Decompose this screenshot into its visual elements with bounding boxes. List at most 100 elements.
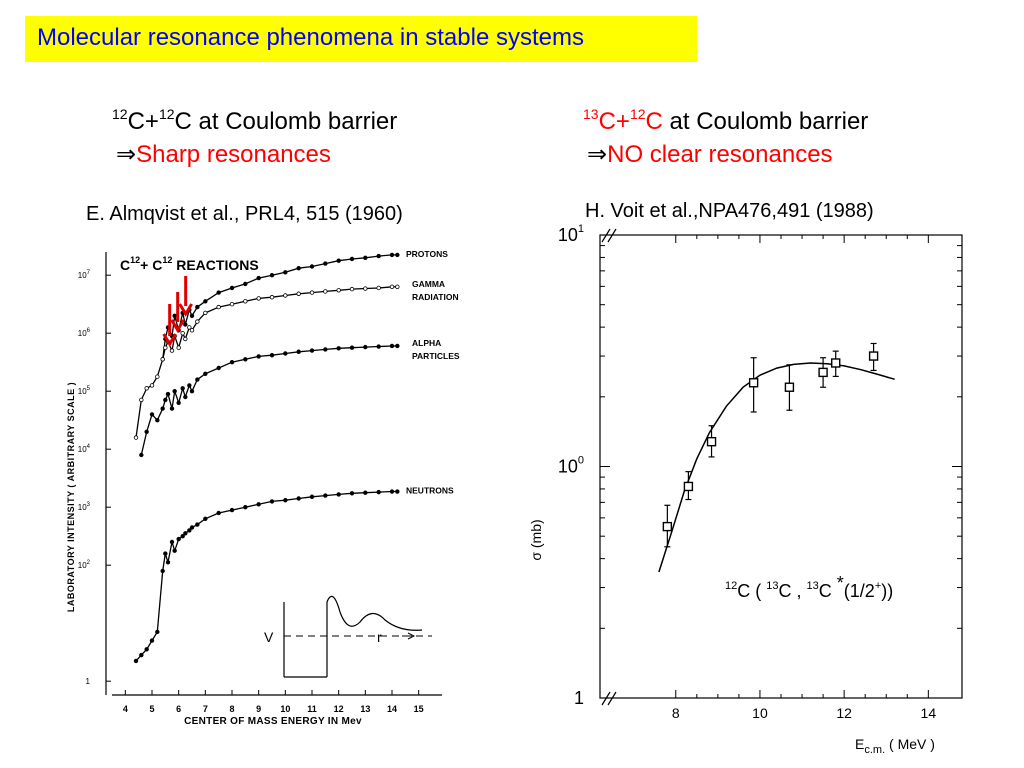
left-series-point (139, 397, 144, 403)
left-series-point (296, 349, 301, 354)
left-series-point (349, 491, 355, 496)
left-series-point (183, 322, 188, 327)
left-chart-title: C12+ C12 REACTIONS (120, 255, 259, 273)
left-series-point (336, 258, 341, 263)
left-y-tick-label: 1 (86, 677, 91, 686)
left-chart-xlabel: CENTER OF MASS ENERGY IN Mev (184, 716, 362, 727)
potential-inset: V r (264, 595, 432, 678)
left-series-line (135, 490, 398, 662)
right-caption-c-plus: C+ (598, 108, 630, 135)
left-series-point (155, 374, 160, 379)
left-series-point (133, 435, 139, 440)
left-series-point (229, 301, 235, 307)
right-caption-rest: at Coulomb barrier (662, 108, 869, 135)
left-series-point (183, 394, 188, 400)
left-series-point (395, 284, 400, 289)
left-series-point (189, 328, 195, 333)
left-series-point (169, 406, 175, 411)
reaction-plus: + (875, 580, 881, 592)
left-series-point (189, 313, 195, 318)
left-series-point (176, 536, 181, 542)
left-x-tick-label: 10 (280, 704, 290, 714)
left-caption-rest: C at Coulomb barrier (174, 108, 398, 135)
left-x-tick-label: 13 (360, 704, 370, 714)
left-series-point (243, 281, 248, 287)
left-series-point (160, 568, 165, 574)
left-series-point (323, 493, 328, 498)
left-series-point (216, 290, 221, 295)
left-series-point (195, 377, 200, 382)
left-series-point (296, 266, 301, 271)
inset-potential-curve (326, 595, 423, 677)
left-x-tick-label: 14 (387, 704, 397, 714)
right-caption-arrow: ⇒ (587, 141, 608, 168)
left-series-line (135, 286, 398, 438)
left-series-point (172, 313, 177, 318)
left-x-tick-label: 6 (176, 704, 181, 714)
left-series-point (155, 629, 160, 635)
left-series-point (296, 496, 301, 501)
red-arrow-head (178, 303, 193, 317)
left-series-point (160, 406, 165, 411)
left-series-point (309, 494, 315, 499)
left-series-point (269, 353, 275, 358)
left-caption-c-plus: C+ (127, 108, 159, 135)
right-chart-xlabel-main: E (855, 736, 864, 752)
right-caption-sup2: 12 (629, 106, 646, 122)
left-series-point (243, 505, 248, 510)
left-series-point (323, 261, 328, 266)
inset-label-v: V (264, 629, 274, 645)
left-series-point (243, 299, 248, 304)
left-series-point (336, 492, 341, 497)
left-series-point (149, 638, 155, 643)
left-series-point (144, 647, 149, 652)
left-x-tick-label: 15 (414, 704, 424, 714)
left-series-point (163, 551, 168, 556)
left-series-point (256, 275, 261, 281)
left-series-point (216, 304, 221, 310)
left-y-tick-label: 106 (78, 328, 91, 338)
left-series-point (187, 528, 192, 533)
left-series-point (296, 291, 301, 296)
left-series-point (376, 285, 381, 291)
left-series-label: ALPHA PARTICLES (412, 338, 460, 361)
left-series-point (163, 397, 168, 403)
left-chart-title-plus: + C (140, 257, 162, 273)
left-series-point (189, 525, 195, 530)
left-x-tick-label: 8 (229, 704, 234, 714)
reaction-c3: C (819, 581, 837, 601)
left-series-point (269, 499, 275, 504)
left-series-point (349, 256, 355, 262)
left-chart-title-a: C (120, 257, 130, 273)
left-series-point (139, 652, 144, 658)
right-x-tick-label: 14 (921, 705, 937, 721)
left-series-point (256, 502, 261, 507)
left-series-point (183, 531, 188, 536)
left-series-point (243, 357, 248, 362)
left-x-tick-label: 9 (256, 704, 261, 714)
left-series-point (155, 417, 160, 423)
left-series-point (389, 284, 395, 289)
inset-r-arrow (402, 632, 416, 640)
left-series-point (229, 507, 235, 513)
left-series-point (165, 391, 171, 397)
slide-title: Molecular resonance phenomena in stable … (25, 16, 697, 62)
left-series-point (163, 345, 168, 350)
reaction-s3: 13 (807, 580, 819, 592)
right-plot-frame (599, 234, 963, 699)
left-series-point (172, 548, 177, 553)
left-y-tick-label: 107 (78, 270, 91, 280)
left-x-tick-label: 5 (149, 704, 154, 714)
left-series-point (376, 344, 381, 349)
left-series-point (187, 383, 192, 388)
left-y-tick-label: 102 (78, 560, 91, 570)
left-series-point (203, 371, 208, 376)
data-point (706, 436, 717, 447)
left-series-point (144, 386, 149, 391)
data-point (784, 382, 795, 392)
left-caption-line1: 12C+12C at Coulomb barrier (112, 104, 397, 140)
right-x-tick-label: 10 (752, 705, 768, 721)
left-series-point (323, 347, 328, 352)
red-arrow-head (162, 333, 177, 347)
data-point (683, 481, 694, 492)
